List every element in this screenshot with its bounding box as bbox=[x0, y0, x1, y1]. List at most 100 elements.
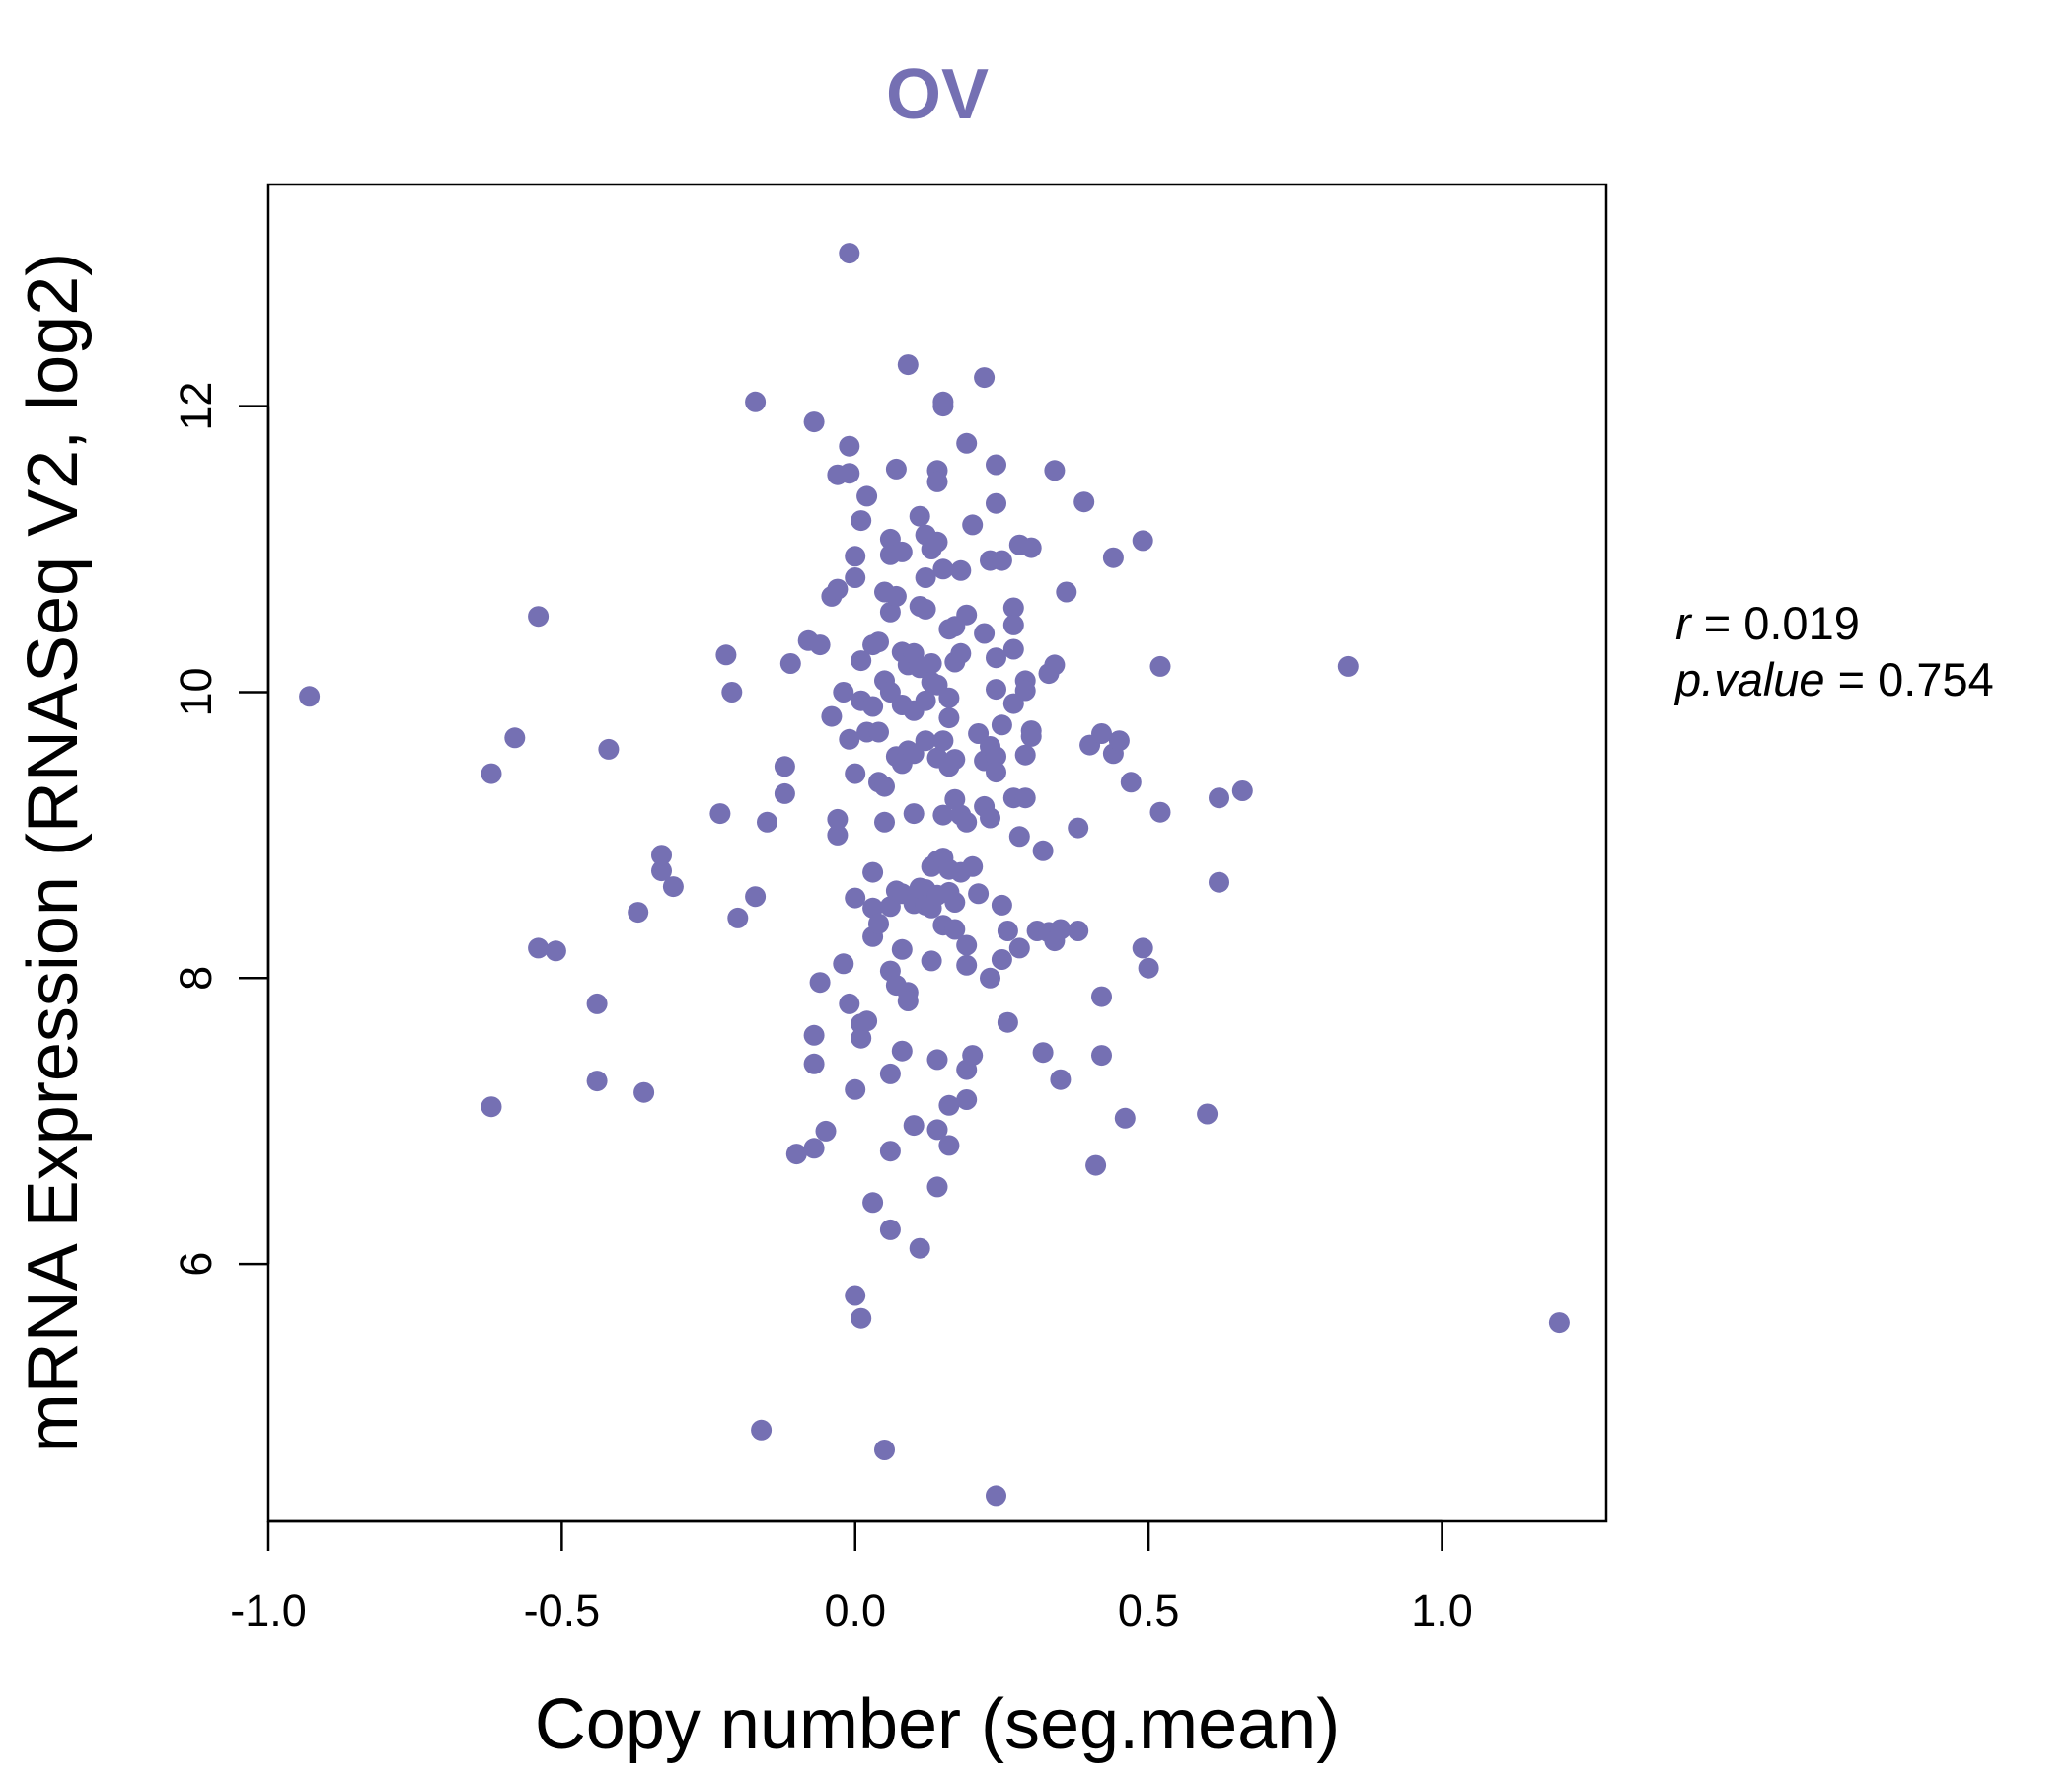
data-point bbox=[915, 690, 936, 711]
data-point bbox=[956, 811, 978, 833]
data-point bbox=[944, 919, 966, 940]
data-point bbox=[885, 585, 907, 607]
data-point bbox=[779, 653, 801, 674]
data-point bbox=[1008, 937, 1030, 959]
data-point bbox=[1044, 654, 1066, 676]
data-point bbox=[921, 950, 942, 972]
data-point bbox=[628, 902, 649, 924]
data-point bbox=[862, 696, 884, 717]
data-point bbox=[1032, 840, 1054, 861]
data-point bbox=[974, 623, 996, 644]
data-point bbox=[997, 921, 1018, 941]
data-point bbox=[956, 1089, 978, 1110]
data-point bbox=[991, 714, 1012, 736]
y-axis-label: mRNA Expression (RNASeq V2, log2) bbox=[14, 253, 93, 1452]
data-point bbox=[950, 559, 972, 581]
data-point bbox=[833, 953, 854, 975]
data-point bbox=[839, 243, 860, 264]
data-point bbox=[803, 1024, 825, 1046]
data-point bbox=[845, 546, 866, 567]
data-point bbox=[845, 567, 866, 588]
data-point bbox=[1102, 547, 1124, 568]
data-point bbox=[809, 634, 831, 656]
data-point bbox=[956, 954, 978, 976]
data-point bbox=[980, 807, 1000, 829]
data-point bbox=[885, 458, 907, 480]
data-point bbox=[986, 762, 1006, 783]
data-point bbox=[926, 1176, 948, 1198]
data-point bbox=[962, 1045, 984, 1067]
data-point bbox=[997, 1011, 1018, 1033]
data-point bbox=[1138, 957, 1159, 979]
data-point bbox=[879, 1063, 901, 1084]
data-point bbox=[839, 435, 860, 457]
data-point bbox=[932, 558, 954, 580]
data-point bbox=[879, 1219, 901, 1240]
data-point bbox=[986, 647, 1006, 669]
data-point bbox=[803, 411, 825, 433]
data-point bbox=[598, 738, 620, 760]
data-point bbox=[809, 972, 831, 994]
data-point bbox=[1032, 1042, 1054, 1064]
data-point bbox=[845, 763, 866, 784]
data-point bbox=[1120, 772, 1142, 793]
data-point bbox=[845, 1285, 866, 1306]
data-point bbox=[938, 1135, 960, 1156]
x-axis-label: Copy number (seg.mean) bbox=[535, 1685, 1340, 1764]
data-point bbox=[944, 788, 966, 810]
data-point bbox=[1091, 1045, 1112, 1067]
data-point bbox=[1108, 730, 1130, 752]
data-point bbox=[974, 367, 996, 389]
data-point bbox=[851, 1307, 872, 1329]
data-point bbox=[932, 396, 954, 417]
data-point bbox=[856, 1010, 878, 1032]
x-tick-label: 1.0 bbox=[1411, 1586, 1473, 1636]
data-point bbox=[891, 541, 913, 562]
data-point bbox=[633, 1081, 655, 1103]
y-axis: 6 8 10 12 bbox=[171, 382, 270, 1277]
points-layer bbox=[299, 243, 1570, 1507]
data-point bbox=[868, 913, 889, 934]
data-point bbox=[903, 803, 925, 825]
data-point bbox=[1091, 986, 1112, 1007]
data-point bbox=[1197, 1103, 1219, 1125]
data-point bbox=[851, 1027, 872, 1049]
data-point bbox=[1149, 801, 1171, 823]
data-point bbox=[986, 679, 1006, 701]
data-point bbox=[991, 550, 1012, 571]
data-point bbox=[715, 644, 737, 666]
data-point bbox=[915, 567, 936, 588]
data-point bbox=[980, 967, 1000, 989]
data-point bbox=[991, 949, 1012, 970]
data-point bbox=[528, 937, 550, 959]
data-point bbox=[868, 631, 889, 653]
data-point bbox=[891, 938, 913, 960]
data-point bbox=[851, 650, 872, 672]
x-tick-label: 0.0 bbox=[824, 1586, 886, 1636]
correlation-p-value: 0.754 bbox=[1878, 653, 1994, 705]
data-point bbox=[862, 897, 884, 919]
data-point bbox=[745, 886, 767, 908]
data-point bbox=[839, 463, 860, 484]
correlation-r-value: 0.019 bbox=[1743, 597, 1860, 649]
data-point bbox=[1008, 826, 1030, 848]
data-point bbox=[1050, 919, 1072, 940]
data-point bbox=[721, 682, 743, 703]
y-tick-label: 12 bbox=[171, 382, 221, 431]
data-point bbox=[1014, 744, 1036, 766]
data-point bbox=[545, 940, 566, 962]
data-point bbox=[926, 471, 948, 492]
data-point bbox=[751, 1419, 773, 1441]
data-point bbox=[986, 454, 1006, 476]
data-point bbox=[1085, 1154, 1107, 1176]
data-point bbox=[774, 782, 795, 804]
data-point bbox=[727, 907, 749, 928]
data-point bbox=[1002, 597, 1024, 619]
data-point bbox=[1231, 780, 1253, 801]
data-point bbox=[1091, 723, 1112, 744]
data-point bbox=[897, 991, 919, 1011]
data-point bbox=[962, 514, 984, 536]
data-point bbox=[481, 763, 502, 784]
x-tick-label: -1.0 bbox=[230, 1586, 307, 1636]
